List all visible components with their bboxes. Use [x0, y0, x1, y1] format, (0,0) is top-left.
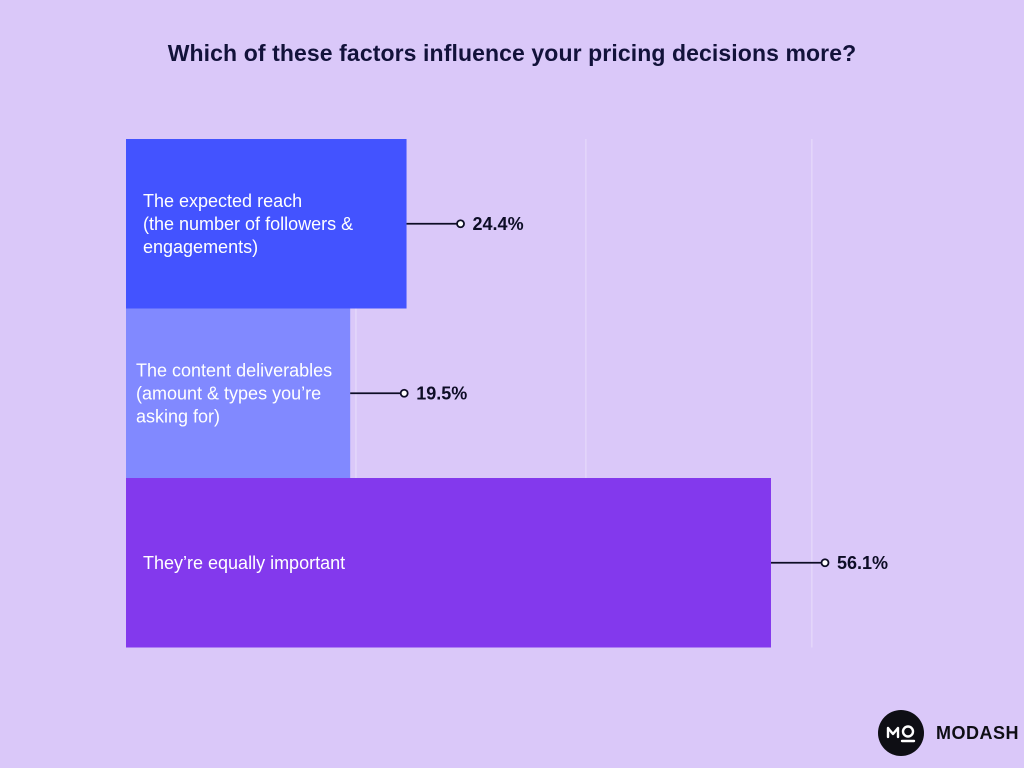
value-label: 19.5%: [416, 383, 467, 403]
category-label: They’re equally important: [143, 553, 345, 573]
leader-marker: [399, 388, 409, 398]
mo-monogram-icon: [878, 710, 924, 756]
brand-wordmark: MODASH: [936, 723, 1019, 743]
bar-chart: The expected reach (the number of followe…: [126, 139, 888, 648]
value-label: 24.4%: [473, 214, 524, 234]
bar: [126, 478, 771, 648]
category-label: The content deliverables (amount & types …: [136, 360, 332, 426]
bar: [126, 139, 407, 309]
leader-marker: [456, 219, 465, 229]
category-label: The expected reach (the number of followe…: [143, 191, 353, 257]
bar: [126, 308, 351, 478]
chart-title: Which of these factors influence your pr…: [167, 40, 857, 66]
brand-logo: MODASH: [878, 710, 1019, 756]
value-label: 56.1%: [837, 553, 888, 573]
leader-marker: [820, 558, 830, 568]
